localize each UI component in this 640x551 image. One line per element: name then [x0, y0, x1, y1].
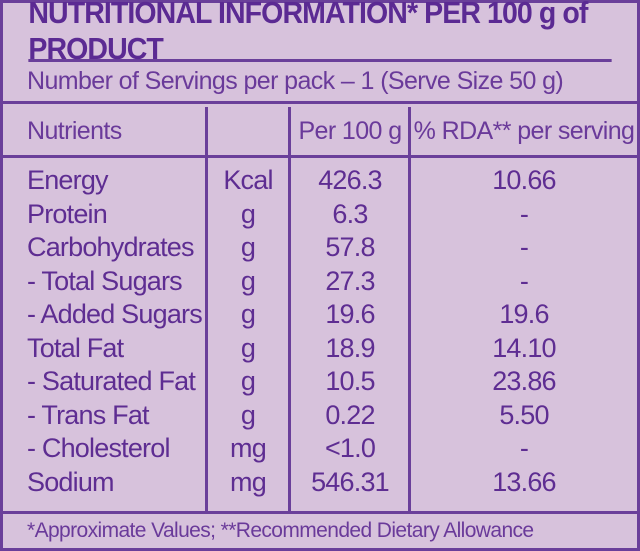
- table-row: - Total Sugars g 27.3 -: [3, 264, 637, 298]
- nutrient-rda: 13.66: [492, 466, 556, 497]
- table-row: Protein g 6.3 -: [3, 197, 637, 231]
- nutrient-unit: g: [240, 232, 256, 262]
- nutrient-rda: 23.86: [492, 366, 556, 396]
- nutrient-unit: g: [240, 265, 256, 296]
- table-row: Carbohydrates g 57.8 -: [3, 230, 637, 264]
- nutrient-per-100g: 6.3: [332, 198, 368, 229]
- nutrient-rda: -: [519, 198, 529, 229]
- nutrient-per-100g: <1.0: [324, 433, 376, 463]
- nutrient-rda: 5.50: [499, 399, 549, 430]
- column-divider: [205, 107, 208, 511]
- nutrient-rda: -: [519, 265, 529, 296]
- nutrient-unit: mg: [230, 433, 267, 463]
- nutrient-unit: g: [240, 299, 256, 329]
- nutrient-rda: -: [519, 232, 529, 262]
- header-rda: % RDA** per serving: [413, 116, 635, 145]
- nutrient-per-100g: 18.9: [325, 332, 375, 363]
- nutrient-per-100g: 27.3: [325, 265, 375, 296]
- nutrient-name: Protein: [27, 198, 108, 229]
- nutrient-name: - Saturated Fat: [27, 366, 196, 396]
- nutrient-rda: 19.6: [499, 299, 549, 329]
- nutrient-per-100g: 426.3: [318, 165, 382, 195]
- nutrient-unit: g: [240, 399, 256, 430]
- nutrient-rda: -: [519, 433, 529, 463]
- nutrient-per-100g: 546.31: [311, 466, 390, 497]
- table-row: Energy Kcal 426.3 10.66: [3, 163, 637, 197]
- panel-title: NUTRITIONAL INFORMATION* PER 100 g of PR…: [28, 0, 612, 66]
- table-row: Total Fat g 18.9 14.10: [3, 331, 637, 365]
- column-divider: [288, 107, 291, 511]
- header-nutrients: Nutrients: [27, 116, 122, 145]
- nutrient-unit: mg: [230, 466, 267, 497]
- nutrient-name: - Added Sugars: [27, 299, 203, 329]
- column-divider: [408, 107, 411, 511]
- nutrient-unit: g: [240, 332, 256, 363]
- nutrient-per-100g: 10.5: [325, 366, 375, 396]
- nutrient-name: Energy: [27, 165, 109, 195]
- table-header: Nutrients Per 100 g % RDA** per serving: [3, 107, 637, 158]
- nutrient-name: - Cholesterol: [27, 433, 170, 463]
- table-row: - Trans Fat g 0.22 5.50: [3, 398, 637, 432]
- nutrient-name: Sodium: [27, 466, 115, 497]
- servings-info: Number of Servings per pack – 1 (Serve S…: [3, 62, 637, 104]
- header-per-100g: Per 100 g: [298, 116, 402, 145]
- nutrient-rda: 14.10: [492, 332, 556, 363]
- nutrient-rda: 10.66: [492, 165, 556, 195]
- nutrient-unit: g: [240, 198, 256, 229]
- nutrient-unit: Kcal: [223, 165, 273, 195]
- nutrient-name: Total Fat: [27, 332, 124, 363]
- footnote: *Approximate Values; **Recommended Dieta…: [3, 511, 637, 548]
- table-row: - Saturated Fat g 10.5 23.86: [3, 364, 637, 398]
- table-row: - Cholesterol mg <1.0 -: [3, 431, 637, 465]
- table-row: Sodium mg 546.31 13.66: [3, 465, 637, 499]
- nutrient-name: Carbohydrates: [27, 232, 195, 262]
- nutrient-name: - Total Sugars: [27, 265, 183, 296]
- table-row: - Added Sugars g 19.6 19.6: [3, 297, 637, 331]
- nutrient-name: - Trans Fat: [27, 399, 150, 430]
- nutrient-per-100g: 0.22: [325, 399, 375, 430]
- nutrient-unit: g: [240, 366, 256, 396]
- header-unit: [206, 107, 290, 155]
- nutrient-per-100g: 57.8: [325, 232, 375, 262]
- nutrient-per-100g: 19.6: [325, 299, 375, 329]
